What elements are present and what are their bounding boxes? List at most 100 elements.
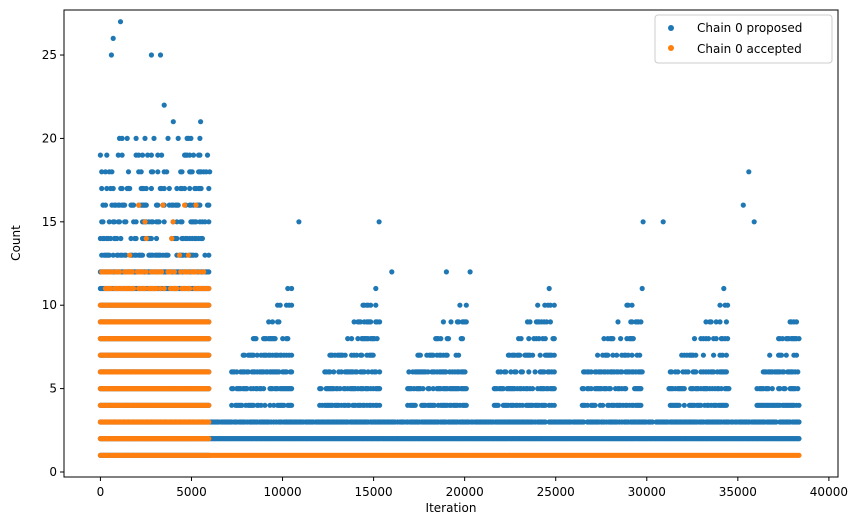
point-proposed (693, 352, 699, 358)
point-proposed (234, 369, 240, 375)
point-accepted (127, 252, 133, 258)
point-proposed (783, 352, 789, 358)
point-proposed (629, 319, 635, 325)
point-proposed (133, 135, 139, 141)
point-proposed (119, 185, 125, 192)
point-proposed (793, 352, 800, 358)
point-proposed (190, 152, 197, 158)
point-proposed (605, 352, 611, 358)
point-proposed (337, 386, 343, 392)
point-proposed (629, 352, 635, 358)
point-proposed (377, 386, 383, 392)
x-tick-label: 10000 (263, 485, 301, 499)
point-proposed (277, 302, 283, 308)
point-proposed (197, 202, 203, 208)
legend-marker-accepted (668, 45, 674, 51)
point-proposed (623, 386, 629, 392)
point-accepted (174, 285, 180, 292)
point-proposed (285, 285, 291, 292)
point-proposed (202, 219, 208, 225)
x-tick-label: 40000 (810, 485, 848, 499)
point-proposed (412, 402, 418, 408)
point-proposed (289, 285, 295, 292)
point-proposed (542, 419, 548, 425)
point-proposed (106, 252, 112, 258)
point-proposed (118, 235, 124, 242)
point-proposed (530, 386, 536, 392)
point-accepted (136, 202, 142, 208)
point-proposed (155, 202, 161, 208)
point-accepted (143, 235, 149, 242)
point-proposed (119, 152, 125, 158)
point-proposed (610, 352, 616, 358)
point-proposed (104, 185, 110, 192)
point-accepted (206, 436, 212, 442)
y-tick-label: 15 (42, 215, 57, 229)
point-proposed (161, 102, 167, 108)
point-accepted (796, 452, 802, 458)
point-proposed (551, 336, 557, 342)
point-accepted (201, 269, 207, 275)
point-proposed (781, 369, 787, 375)
point-proposed (161, 219, 167, 225)
point-proposed (327, 369, 333, 375)
point-proposed (150, 219, 156, 225)
point-accepted (178, 269, 184, 275)
point-proposed (438, 336, 444, 342)
x-axis-label: Iteration (426, 501, 477, 515)
point-accepted (161, 285, 167, 292)
point-proposed (159, 152, 165, 158)
point-proposed (124, 135, 130, 141)
point-proposed (536, 336, 542, 342)
point-proposed (773, 419, 779, 425)
point-proposed (723, 319, 730, 325)
point-proposed (100, 219, 106, 225)
point-proposed (102, 202, 109, 208)
point-proposed (721, 285, 727, 292)
point-proposed (425, 369, 431, 375)
point-proposed (123, 219, 129, 225)
point-proposed (206, 185, 212, 192)
point-proposed (463, 319, 469, 325)
point-proposed (119, 135, 125, 141)
point-proposed (355, 336, 361, 342)
point-proposed (166, 185, 172, 192)
point-proposed (187, 185, 193, 192)
point-proposed (457, 302, 463, 308)
point-proposed (508, 369, 514, 375)
point-proposed (280, 336, 286, 342)
point-proposed (289, 386, 295, 392)
axes-frame (63, 9, 839, 478)
point-proposed (377, 402, 383, 408)
point-proposed (406, 369, 412, 375)
point-accepted (159, 269, 165, 275)
point-proposed (581, 386, 587, 392)
point-proposed (618, 336, 624, 342)
point-proposed (179, 219, 185, 225)
point-proposed (289, 369, 295, 375)
point-proposed (198, 119, 204, 125)
point-accepted (182, 202, 188, 208)
point-proposed (544, 319, 550, 325)
point-proposed (199, 235, 205, 242)
point-proposed (463, 302, 469, 308)
point-proposed (637, 352, 643, 358)
point-proposed (122, 202, 128, 208)
point-proposed (746, 169, 752, 175)
point-proposed (676, 402, 682, 408)
point-proposed (269, 319, 276, 325)
point-proposed (346, 402, 352, 408)
x-tick-label: 25000 (537, 485, 575, 499)
point-proposed (365, 369, 371, 375)
point-proposed (629, 302, 635, 308)
point-proposed (253, 336, 259, 342)
point-proposed (187, 152, 193, 158)
point-proposed (777, 386, 783, 392)
point-proposed (725, 302, 731, 308)
x-tick-label: 20000 (446, 485, 484, 499)
point-proposed (318, 386, 324, 392)
point-proposed (769, 386, 775, 392)
y-tick-label: 10 (42, 298, 57, 312)
point-proposed (588, 386, 594, 392)
